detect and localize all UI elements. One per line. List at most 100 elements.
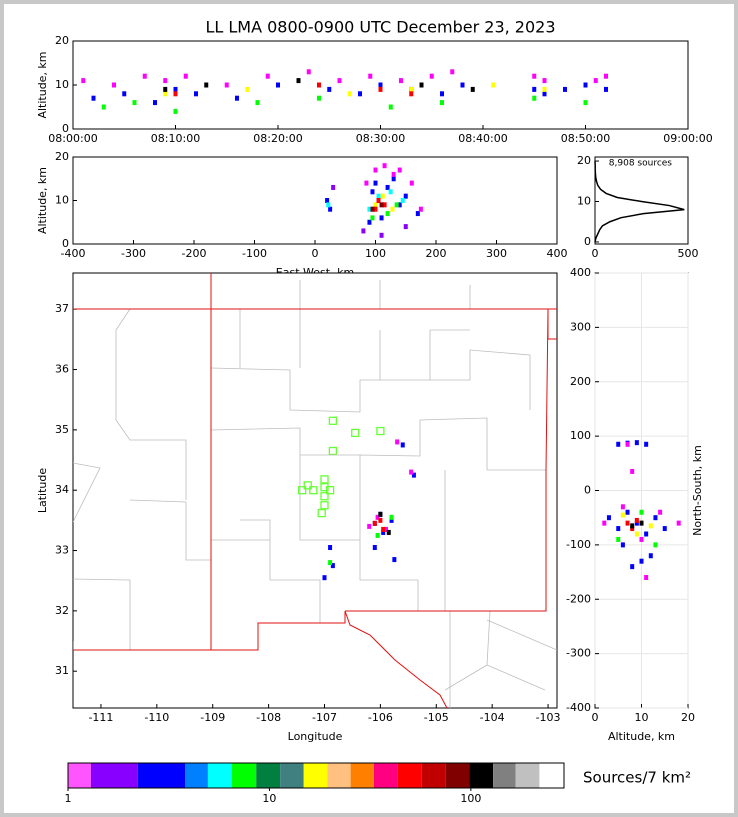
colorbar-label: Sources/7 km² [583, 769, 691, 787]
source-point [122, 91, 127, 97]
y-tick-label: 0 [62, 237, 69, 250]
source-point [379, 215, 384, 221]
source-point [397, 202, 402, 208]
source-point [403, 224, 408, 230]
source-point [265, 73, 270, 79]
y-tick-label: 0 [62, 122, 69, 135]
source-point [392, 557, 397, 563]
source-point [367, 206, 372, 212]
source-point [173, 86, 178, 92]
source-point [296, 78, 301, 84]
source-point [634, 440, 639, 446]
source-point [634, 520, 639, 526]
x-tick-label: -200 [182, 247, 207, 260]
source-point [382, 163, 387, 169]
source-point [375, 532, 380, 538]
x-tick-label: -104 [480, 711, 505, 724]
source-point [644, 575, 649, 580]
y-tick-label: 31 [55, 664, 69, 677]
source-point [389, 514, 394, 520]
source-point [418, 206, 423, 212]
source-point [403, 193, 408, 199]
source-point [153, 100, 157, 106]
source-point [163, 78, 168, 84]
y-tick-label: 37 [55, 302, 69, 315]
source-point [372, 520, 377, 526]
source-point [163, 86, 168, 92]
y-tick-label: 400 [570, 266, 591, 279]
source-point [388, 189, 393, 195]
source-point [368, 73, 373, 79]
x-tick-label: -106 [368, 711, 393, 724]
colorbar-segment [493, 763, 516, 788]
y-tick-label: 10 [577, 195, 591, 208]
source-point [616, 526, 621, 532]
colorbar-segment [137, 763, 186, 788]
x-tick-label: 400 [547, 247, 568, 260]
source-point [400, 442, 405, 448]
station [309, 486, 318, 495]
source-point [380, 193, 385, 199]
source-point [367, 523, 372, 529]
colorbar-segment [539, 763, 564, 788]
y-tick-label: 300 [570, 320, 591, 333]
source-point [245, 86, 250, 92]
x-tick-label: 08:10:00 [151, 132, 200, 145]
y-tick-label: 20 [55, 34, 69, 47]
station [320, 475, 329, 484]
station [320, 501, 329, 510]
source-point [394, 202, 399, 208]
colorbar-segment [90, 763, 138, 788]
colorbar-segment [445, 763, 470, 788]
y-tick-label: 200 [570, 375, 591, 388]
y-axis-label: Altitude, km [36, 51, 49, 118]
source-point [604, 86, 608, 92]
colorbar-segment [350, 763, 374, 788]
y-tick-label: -200 [566, 592, 591, 605]
source-point [625, 441, 630, 447]
source-point [450, 69, 455, 75]
y-tick-label: 0 [584, 484, 591, 497]
source-point [542, 86, 547, 92]
source-point [440, 100, 444, 106]
x-axis-label: Altitude, km [608, 730, 675, 743]
source-point [644, 531, 649, 537]
source-point [194, 91, 198, 97]
source-point [583, 82, 588, 88]
source-point [330, 563, 335, 569]
source-point [385, 184, 390, 190]
source-point [616, 536, 621, 542]
source-point [616, 441, 621, 447]
y-tick-label: 32 [55, 604, 69, 617]
source-point [327, 86, 332, 92]
colorbar-segment [469, 763, 494, 788]
source-point [415, 211, 420, 217]
x-tick-label: -111 [88, 711, 113, 724]
source-point [163, 91, 168, 97]
source-point [644, 441, 649, 447]
source-point [328, 206, 333, 212]
source-point [409, 469, 414, 475]
source-point [620, 504, 625, 510]
source-point [409, 180, 414, 186]
source-point [658, 509, 663, 515]
source-point [397, 167, 402, 173]
annotation: 8,908 sources [609, 159, 673, 169]
station [328, 416, 338, 425]
chart-title: LL LMA 0800-0900 UTC December 23, 2023 [205, 18, 555, 37]
source-point [132, 100, 137, 106]
source-point [419, 82, 424, 88]
source-point [173, 108, 178, 114]
source-point [337, 78, 342, 84]
source-point [542, 91, 547, 97]
source-point [630, 468, 635, 474]
plot-area [72, 272, 558, 709]
source-point [331, 184, 336, 190]
source-point [625, 520, 630, 526]
source-point [676, 520, 681, 526]
source-point [370, 215, 375, 221]
source-point [634, 531, 639, 537]
source-point [376, 198, 381, 203]
y-tick-label: 33 [55, 544, 69, 557]
y-tick-label: 10 [55, 78, 69, 91]
